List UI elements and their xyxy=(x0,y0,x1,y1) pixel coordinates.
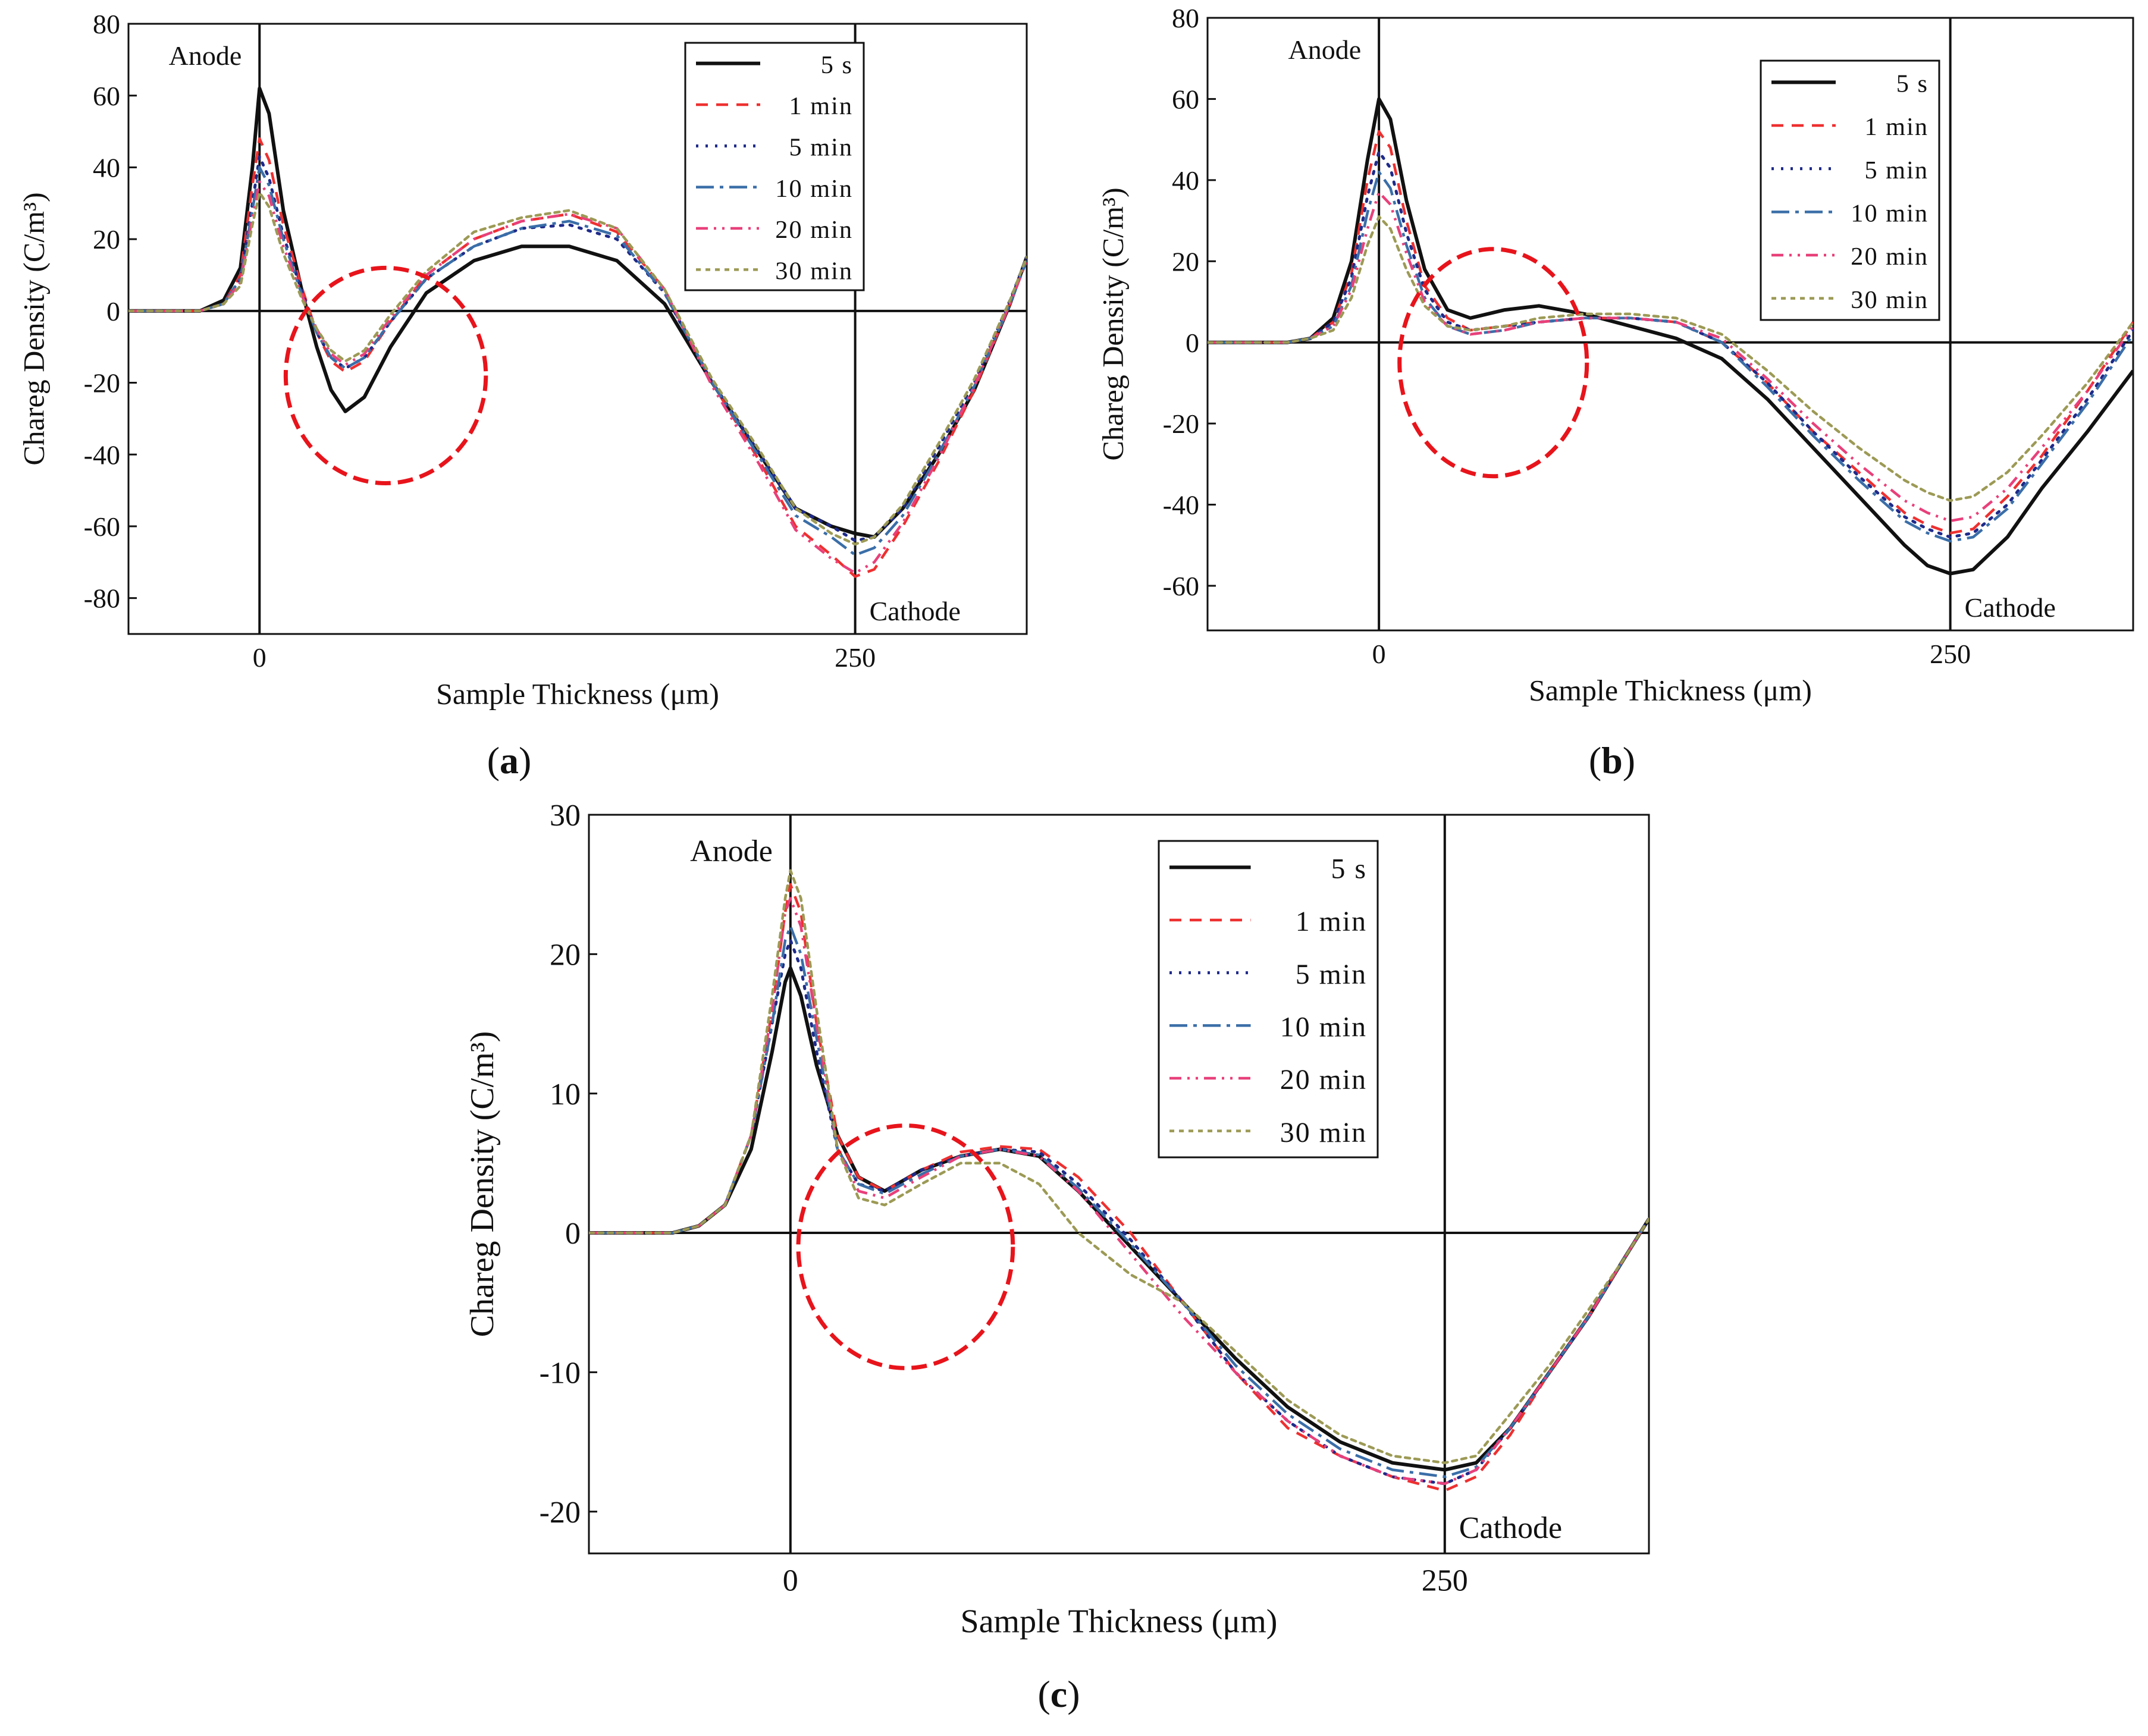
legend-entry: 20 min xyxy=(775,216,853,244)
series-line-30-min xyxy=(589,869,1649,1464)
y-tick-label: 0 xyxy=(1186,328,1199,358)
x-axis-label: Sample Thickness (μm) xyxy=(961,1603,1278,1640)
legend-box xyxy=(684,42,865,291)
y-tick-label: 20 xyxy=(1172,246,1199,277)
y-tick-label: 20 xyxy=(550,938,581,972)
legend-entry: 5 s xyxy=(821,51,853,79)
series-line-1-min xyxy=(128,137,1027,578)
series-line-20-min xyxy=(128,180,1027,575)
legend-entry: 1 min xyxy=(1296,906,1367,937)
series-line-5-min xyxy=(1208,150,2133,539)
legend-entry: 30 min xyxy=(1851,286,1929,314)
y-tick-label: -60 xyxy=(84,511,120,542)
x-tick-label: 0 xyxy=(783,1564,798,1597)
y-tick-label: -20 xyxy=(540,1496,581,1530)
series-line-1-min xyxy=(589,883,1649,1492)
series-line-20-min xyxy=(589,897,1649,1486)
anode-label: Anode xyxy=(169,40,242,71)
x-tick-label: 0 xyxy=(253,642,266,673)
series-group xyxy=(1208,97,2133,576)
legend-entry: 10 min xyxy=(1851,199,1929,227)
legend-box xyxy=(1760,59,1940,321)
y-tick-label: 40 xyxy=(93,153,120,183)
series-line-5-min xyxy=(589,938,1649,1486)
highlight-ellipse xyxy=(1397,247,1589,479)
y-axis-label: Chareg Density (C/m³) xyxy=(1096,187,1129,460)
y-tick-label: 0 xyxy=(106,296,120,327)
panel-label: (c) xyxy=(1037,1673,1080,1715)
series-line-1-min xyxy=(1208,130,2133,535)
y-tick-label: 40 xyxy=(1172,165,1199,196)
x-tick-label: 250 xyxy=(835,642,876,673)
y-tick-label: 30 xyxy=(550,799,581,833)
series-line-10-min xyxy=(128,166,1027,557)
chart-panel-1: -80 -60 -40 -20 0 20 40 60 80 0 250 Anode Cathode Sam… xyxy=(17,9,1028,781)
panel-label: (a) xyxy=(487,739,532,781)
anode-label: Anode xyxy=(1288,34,1362,65)
legend-entry: 5 min xyxy=(1296,959,1367,990)
series-line-20-min xyxy=(1208,191,2133,523)
y-tick-label: -80 xyxy=(84,583,120,614)
y-tick-label: 80 xyxy=(93,9,120,39)
legend-entry: 20 min xyxy=(1851,243,1929,271)
y-tick-label: -20 xyxy=(1163,409,1199,439)
cathode-label: Cathode xyxy=(870,596,961,626)
highlight-ellipse xyxy=(283,265,488,486)
legend-entry: 5 s xyxy=(1896,70,1929,98)
x-tick-label: 250 xyxy=(1422,1564,1468,1597)
series-line-30-min xyxy=(1208,215,2133,502)
legend-entry: 1 min xyxy=(1864,113,1929,141)
x-axis-label: Sample Thickness (μm) xyxy=(1529,673,1812,707)
y-tick-label: -10 xyxy=(540,1357,581,1390)
series-line-5-s xyxy=(128,86,1027,539)
legend-entry: 10 min xyxy=(775,175,853,203)
legend-box xyxy=(1158,840,1379,1159)
series-group xyxy=(589,869,1649,1492)
y-tick-label: 80 xyxy=(1172,3,1199,33)
y-axis-label: Chareg Density (C/m³) xyxy=(17,192,50,465)
anode-label: Anode xyxy=(690,834,773,868)
y-axis-label: Chareg Density (C/m³) xyxy=(464,1031,501,1337)
legend-entry: 30 min xyxy=(1280,1117,1367,1148)
legend-entry: 5 s xyxy=(1331,853,1367,885)
legend-entry: 30 min xyxy=(775,257,853,285)
legend-entry: 5 min xyxy=(1864,156,1929,184)
series-group xyxy=(128,86,1027,578)
y-tick-label: -20 xyxy=(84,368,120,398)
y-tick-label: -60 xyxy=(1163,571,1199,601)
plot-frame xyxy=(1206,17,2134,632)
y-tick-label: -40 xyxy=(1163,490,1199,520)
series-line-5-s xyxy=(1208,97,2133,576)
plot-frame xyxy=(588,814,1650,1555)
cathode-label: Cathode xyxy=(1965,592,2056,623)
y-tick-label: 10 xyxy=(550,1078,581,1112)
legend-entry: 20 min xyxy=(1280,1064,1367,1095)
panel-label: (b) xyxy=(1589,739,1635,781)
series-line-10-min xyxy=(1208,170,2133,543)
x-axis-label: Sample Thickness (μm) xyxy=(436,677,719,710)
legend-entry: 1 min xyxy=(789,92,853,120)
y-tick-label: 20 xyxy=(93,224,120,255)
x-tick-label: 0 xyxy=(1372,639,1386,669)
legend-entry: 5 min xyxy=(789,133,853,161)
legend-entry: 10 min xyxy=(1280,1012,1367,1043)
y-tick-label: 60 xyxy=(93,81,120,111)
x-tick-label: 250 xyxy=(1930,639,1971,669)
cathode-label: Cathode xyxy=(1459,1511,1562,1545)
y-tick-label: -40 xyxy=(84,440,120,470)
series-line-30-min xyxy=(128,191,1027,546)
chart-panel-2: -60 -40 -20 0 20 40 60 80 0 250 Anode Cathode Sample… xyxy=(1096,3,2134,781)
plot-frame xyxy=(127,23,1028,635)
highlight-ellipse xyxy=(796,1123,1015,1370)
series-line-10-min xyxy=(589,925,1649,1478)
y-tick-label: 60 xyxy=(1172,84,1199,115)
chart-panel-3: -20 -10 0 10 20 30 0 250 Anode Cathode Sample Thic… xyxy=(464,799,1650,1715)
y-tick-label: 0 xyxy=(565,1217,581,1251)
